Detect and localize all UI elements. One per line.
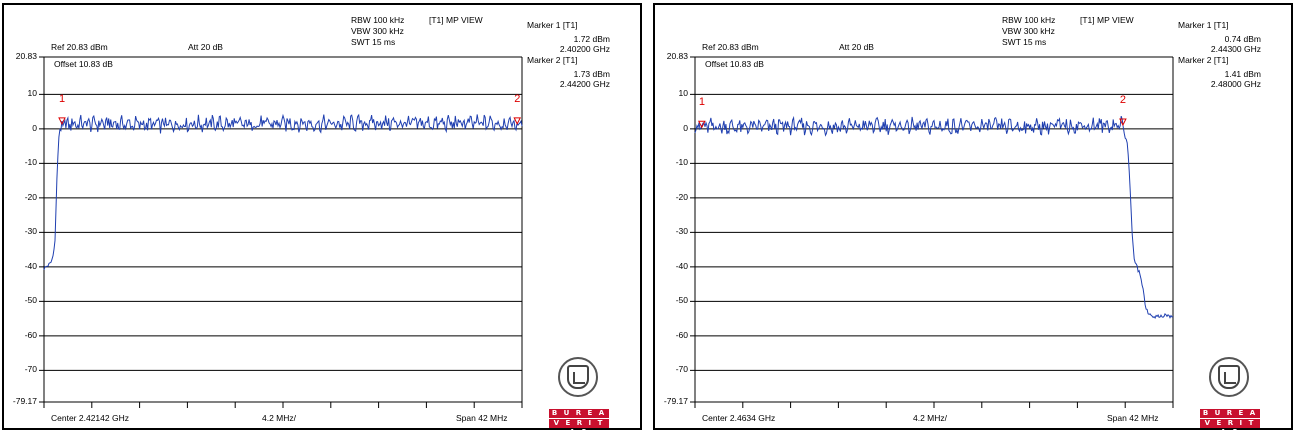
marker-2-freq: 2.48000 GHz — [1210, 79, 1261, 89]
marker-2-freq: 2.44200 GHz — [559, 79, 610, 89]
marker-1-freq: 2.40200 GHz — [559, 44, 610, 54]
marker-1-level: 1.72 dBm — [573, 34, 610, 44]
center-freq-label: Center 2.4634 GHz — [702, 413, 776, 423]
swt-label: SWT 15 ms — [1002, 37, 1047, 47]
offset-label: Offset 10.83 dB — [54, 59, 113, 69]
spectrum-trace — [694, 115, 1174, 320]
y-tick-label: -20 — [675, 191, 688, 202]
y-tick-label: -30 — [24, 226, 37, 237]
offset-label: Offset 10.83 dB — [705, 59, 764, 69]
marker-2-indicator — [513, 117, 522, 126]
spectrum-panel-right: RBW 100 kHz VBW 300 kHz SWT 15 ms [T1] MP V… — [653, 3, 1293, 436]
per-div-label: 4.2 MHz/ — [913, 413, 948, 423]
marker-1-title: Marker 1 [T1] — [1178, 20, 1229, 30]
marker-1-indicator — [58, 117, 66, 126]
seal-icon — [558, 357, 598, 397]
marker-1-number: 1 — [58, 92, 66, 105]
ref-level-label: Ref 20.83 dBm — [51, 42, 108, 52]
y-tick-label: -79.17 — [663, 396, 688, 406]
y-tick-label: -79.17 — [12, 396, 37, 406]
seal-icon — [1209, 357, 1249, 397]
span-label: Span 42 MHz — [1107, 413, 1159, 423]
attenuation-label: Att 20 dB — [839, 42, 874, 52]
y-tick-label: 10 — [678, 88, 688, 99]
y-tick-label: -40 — [675, 260, 688, 271]
y-tick-label: 20.83 — [666, 51, 688, 61]
swt-label: SWT 15 ms — [351, 37, 396, 47]
marker-2-indicator — [1119, 118, 1127, 127]
y-tick-label: 10 — [27, 88, 37, 99]
marker-1-title: Marker 1 [T1] — [527, 20, 578, 30]
center-freq-label: Center 2.42142 GHz — [51, 413, 129, 423]
attenuation-label: Att 20 dB — [188, 42, 223, 52]
marker-1-number: 1 — [698, 96, 705, 109]
span-label: Span 42 MHz — [456, 413, 508, 423]
logo-band-top: B U R E A U — [1200, 409, 1260, 426]
logo-band-bottom: V E R I T A S — [549, 419, 609, 436]
marker-2-title: Marker 2 [T1] — [527, 55, 578, 65]
view-label: [T1] MP VIEW — [429, 15, 483, 25]
y-tick-label: -60 — [675, 329, 688, 340]
per-div-label: 4.2 MHz/ — [262, 413, 297, 423]
y-tick-label: -20 — [24, 191, 37, 202]
view-label: [T1] MP VIEW — [1080, 15, 1134, 25]
marker-2-number: 2 — [1119, 93, 1127, 106]
marker-2-level: 1.73 dBm — [573, 69, 610, 79]
marker-2-number: 2 — [514, 92, 521, 105]
y-tick-label: -50 — [675, 295, 688, 306]
y-tick-label: -60 — [24, 329, 37, 340]
spectrum-plot — [690, 56, 1174, 408]
y-tick-label: -10 — [675, 157, 688, 168]
vbw-label: VBW 300 kHz — [1002, 26, 1055, 36]
y-tick-label: -40 — [24, 260, 37, 271]
logo-band-top: B U R E A U — [549, 409, 609, 426]
marker-1-level: 0.74 dBm — [1224, 34, 1261, 44]
bureau-veritas-logo: B U R E A UV E R I T A S — [549, 357, 609, 436]
marker-1-indicator — [698, 120, 706, 129]
y-tick-label: -30 — [675, 226, 688, 237]
vbw-label: VBW 300 kHz — [351, 26, 404, 36]
logo-band-bottom: V E R I T A S — [1200, 419, 1260, 436]
y-tick-label: 0 — [683, 122, 688, 133]
rbw-label: RBW 100 kHz — [1002, 15, 1056, 25]
y-tick-label: -70 — [24, 364, 37, 375]
spectrum-trace — [43, 113, 523, 271]
ref-level-label: Ref 20.83 dBm — [702, 42, 759, 52]
y-tick-label: 20.83 — [15, 51, 37, 61]
marker-2-level: 1.41 dBm — [1224, 69, 1261, 79]
marker-2-title: Marker 2 [T1] — [1178, 55, 1229, 65]
y-tick-label: 0 — [32, 122, 37, 133]
marker-1-freq: 2.44300 GHz — [1210, 44, 1261, 54]
y-tick-label: -50 — [24, 295, 37, 306]
y-tick-label: -70 — [675, 364, 688, 375]
rbw-label: RBW 100 kHz — [351, 15, 405, 25]
y-tick-label: -10 — [24, 157, 37, 168]
spectrum-panel-left: RBW 100 kHz VBW 300 kHz SWT 15 ms [T1] MP V… — [2, 3, 642, 436]
spectrum-plot — [39, 56, 523, 408]
bureau-veritas-logo: B U R E A UV E R I T A S — [1200, 357, 1260, 436]
